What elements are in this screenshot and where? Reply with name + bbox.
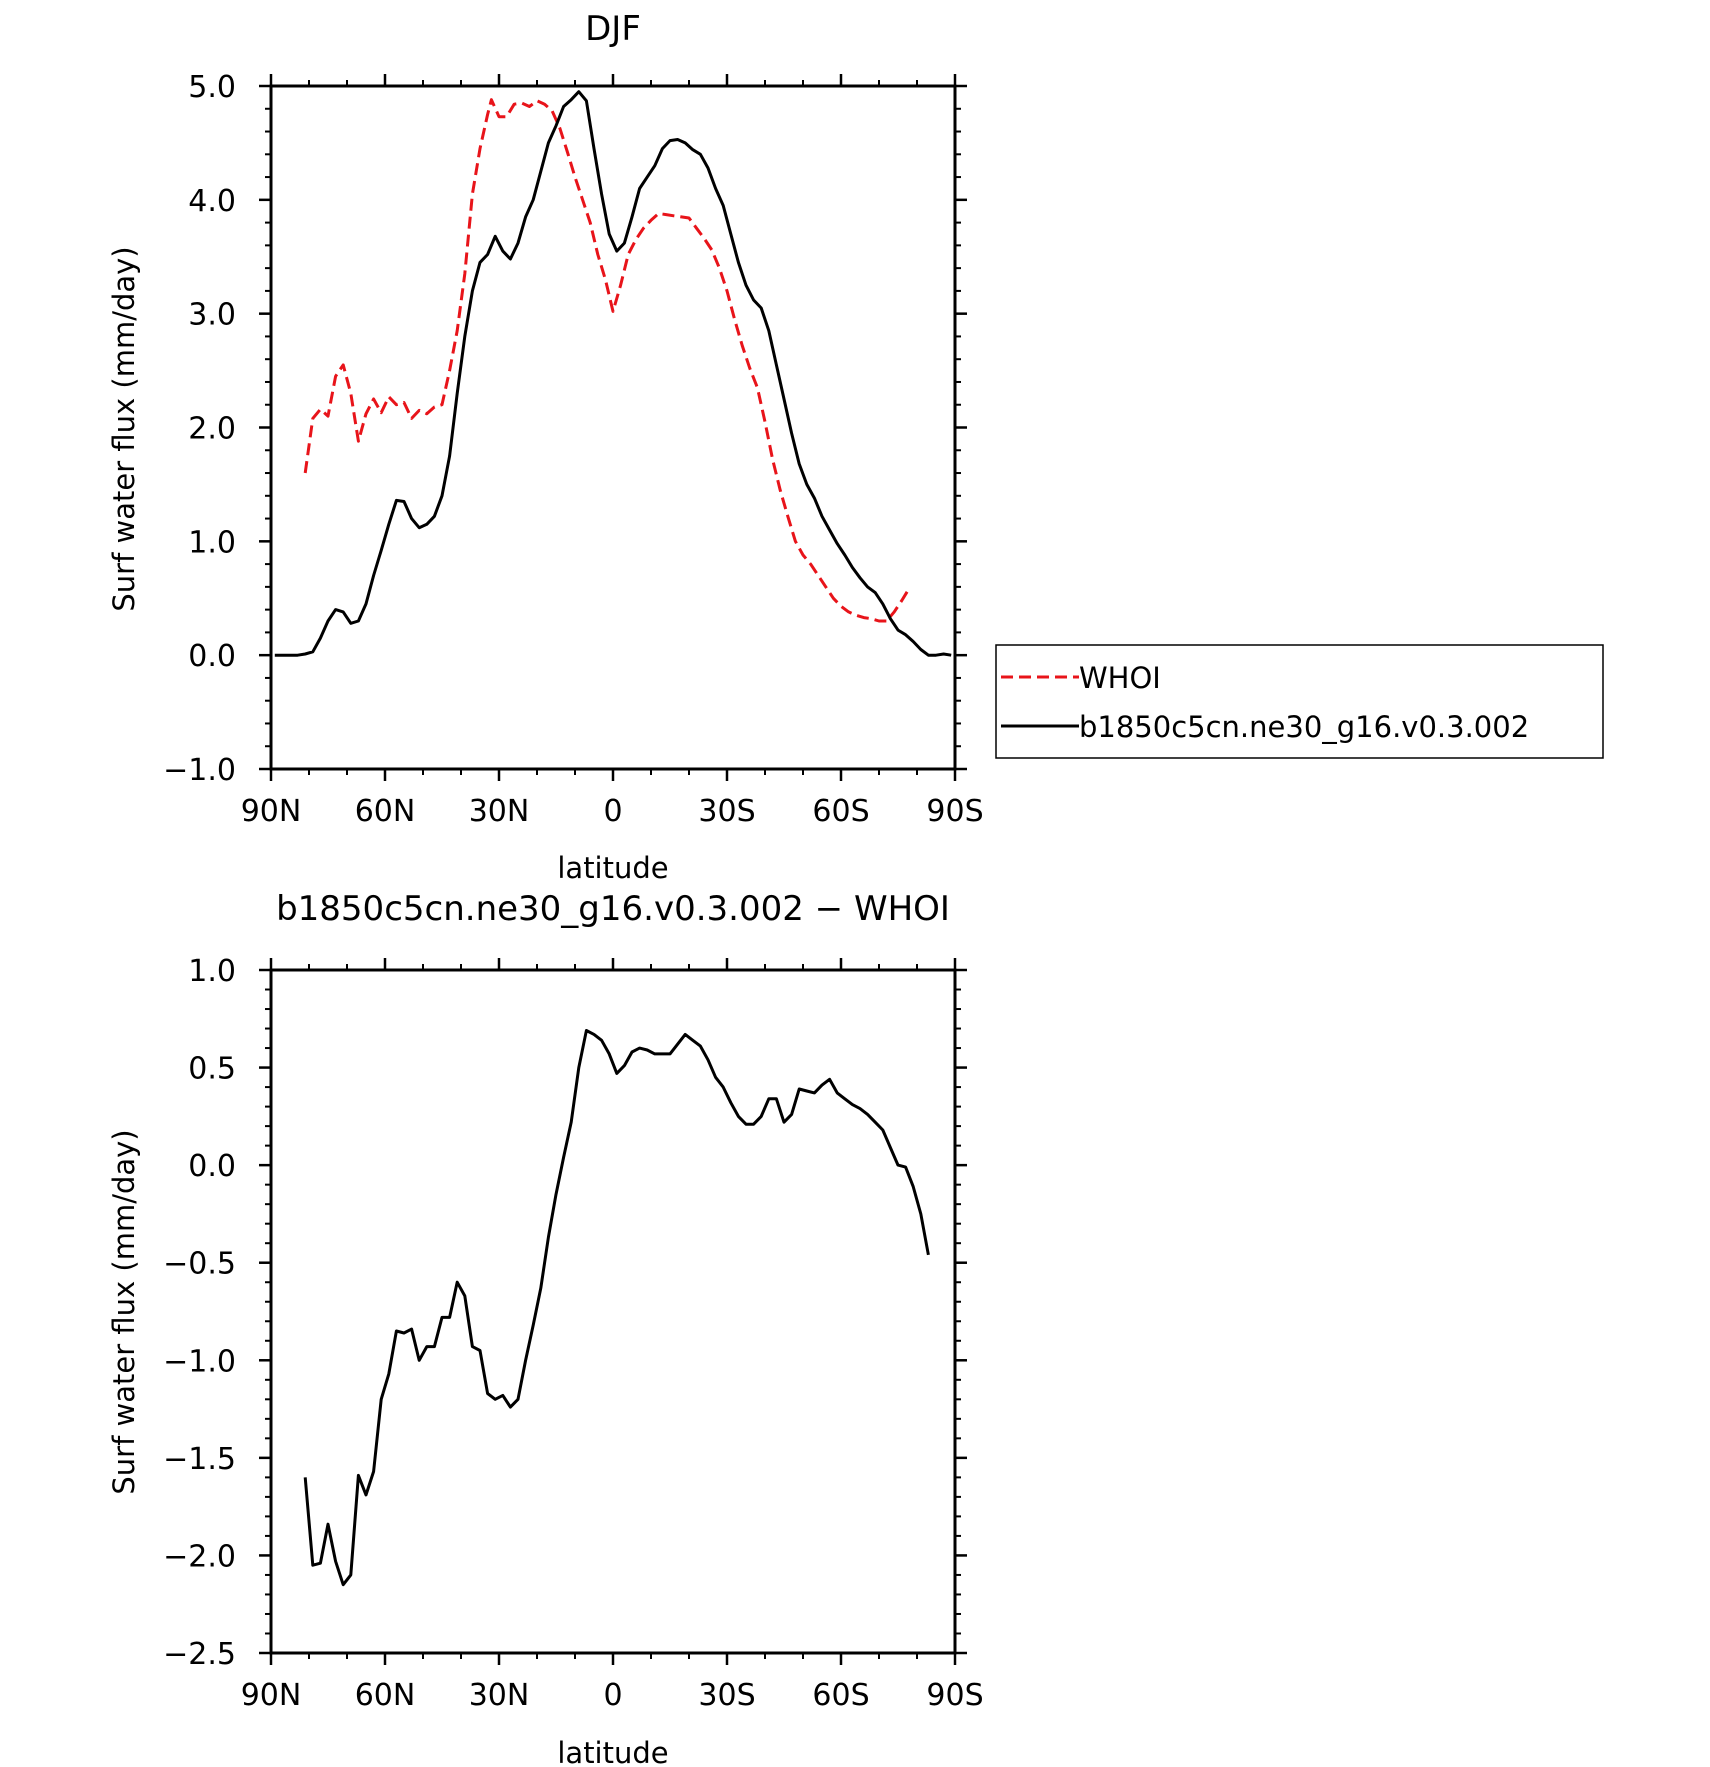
x-tick-label: 90S [926,1678,983,1713]
y-tick-label: 1.0 [188,525,236,560]
x-tick-labels: 90N 60N 30N 0 30S 60S 90S [241,794,984,829]
x-tick-label: 30N [469,794,530,829]
djf-panel: DJF 90N 60N 30N 0 30S 60S 90S 5.0 4.0 3.0 2.0 1.0 0… [107,9,984,885]
x-tick-label: 90N [241,1678,302,1713]
y-tick-label: 4.0 [188,184,236,219]
difference-series-line [303,1029,930,1587]
x-tick-label: 60S [812,1678,869,1713]
y-axis-label: Surf water flux (mm/day) [107,246,141,611]
y-tick-label: 2.0 [188,412,236,447]
difference-title: b1850c5cn.ne30_g16.v0.3.002 − WHOI [276,889,950,929]
tick-marks [259,74,967,781]
plot-frame [269,968,957,1655]
y-tick-label: −2.0 [163,1539,236,1574]
x-tick-label: 30S [698,794,755,829]
y-tick-label: 5.0 [188,70,236,105]
y-tick-label: 3.0 [188,298,236,333]
x-tick-label: 30S [698,1678,755,1713]
y-axis-label: Surf water flux (mm/day) [107,1129,141,1494]
y-tick-label: −1.0 [163,753,236,788]
legend-label-whoi: WHOI [1079,661,1161,695]
series-lines [274,90,952,657]
y-tick-labels: 1.0 0.5 0.0 −0.5 −1.0 −1.5 −2.0 −2.5 [163,954,236,1672]
x-tick-label: 0 [603,794,622,829]
difference-panel: b1850c5cn.ne30_g16.v0.3.002 − WHOI 90N 60… [107,889,984,1767]
series-lines [303,1029,930,1587]
y-tick-label: 0.5 [188,1052,236,1087]
x-tick-label: 90S [926,794,983,829]
whoi-series-line [303,98,911,623]
x-tick-label: 60N [355,794,416,829]
y-tick-label: −1.5 [163,1442,236,1477]
legend-box [995,644,1604,759]
djf-title: DJF [585,9,641,49]
y-tick-label: 0.0 [188,639,236,674]
y-tick-label: −0.5 [163,1247,236,1282]
legend: WHOI b1850c5cn.ne30_g16.v0.3.002 [995,644,1604,759]
x-tick-label: 30N [469,1678,530,1713]
tick-marks [259,958,967,1665]
legend-label-model: b1850c5cn.ne30_g16.v0.3.002 [1079,710,1529,744]
x-tick-labels: 90N 60N 30N 0 30S 60S 90S [241,1678,984,1713]
y-tick-labels: 5.0 4.0 3.0 2.0 1.0 0.0 −1.0 [163,70,236,788]
plot-frame [269,84,957,771]
model-series-line [274,90,952,657]
x-tick-label: 60S [812,794,869,829]
x-tick-label: 0 [603,1678,622,1713]
x-tick-label: 60N [355,1678,416,1713]
y-tick-label: 1.0 [188,954,236,989]
x-axis-label: latitude [557,851,668,885]
y-tick-label: 0.0 [188,1149,236,1184]
y-tick-label: −1.0 [163,1344,236,1379]
y-tick-label: −2.5 [163,1637,236,1672]
x-axis-label: latitude [557,1736,668,1767]
x-tick-label: 90N [241,794,302,829]
